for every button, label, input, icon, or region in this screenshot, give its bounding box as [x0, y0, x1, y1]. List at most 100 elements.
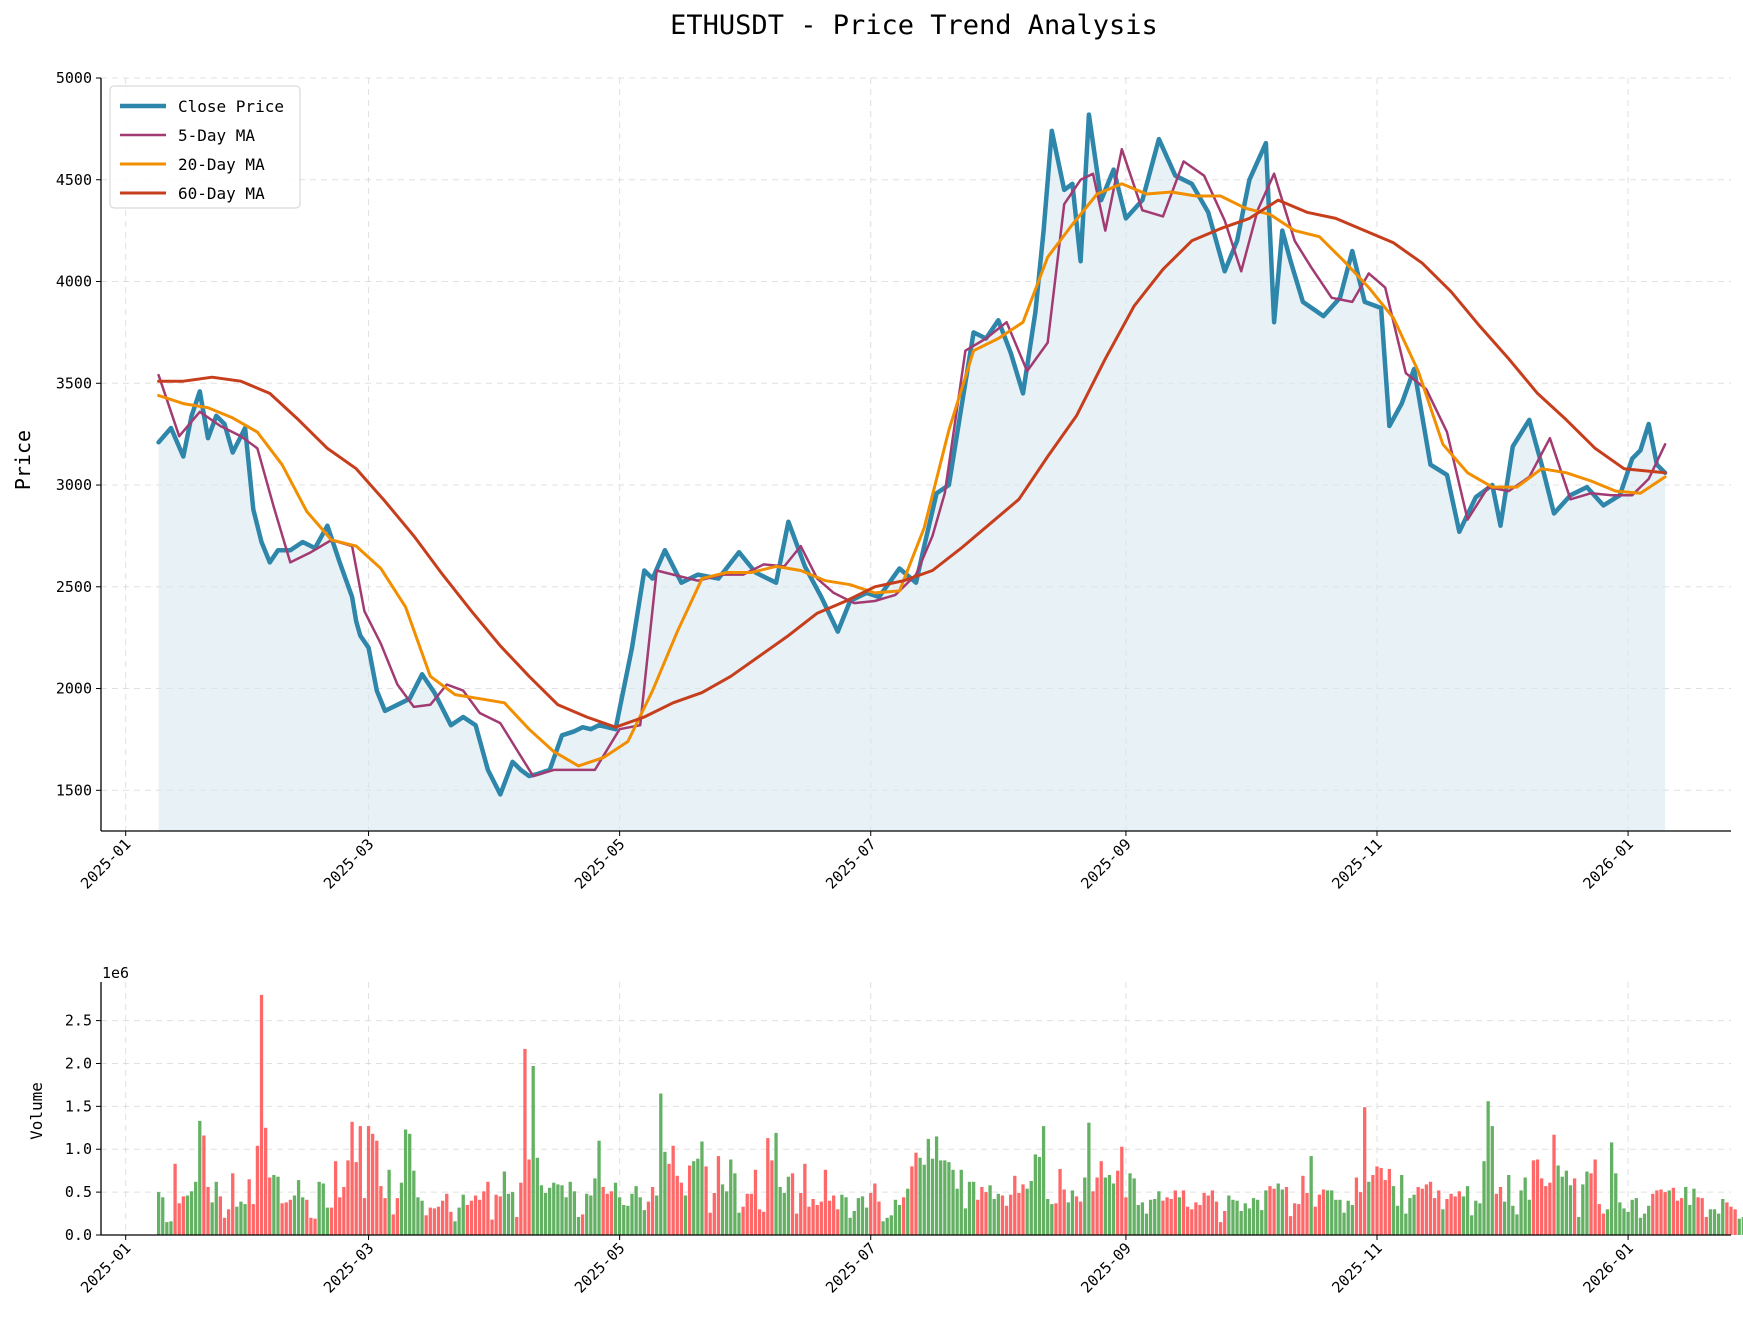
volume-bar: [449, 1211, 453, 1235]
volume-bar: [1601, 1213, 1606, 1235]
volume-bar: [428, 1207, 432, 1235]
volume-bar: [226, 1209, 231, 1235]
volume-bar: [1593, 1159, 1597, 1235]
volume-bar: [1478, 1203, 1482, 1235]
volume-bar: [387, 1169, 391, 1235]
volume-bar: [1103, 1177, 1107, 1235]
volume-x-tick-label: 2025-01: [77, 1239, 134, 1296]
volume-bar: [638, 1197, 642, 1235]
volume-bar: [1465, 1186, 1470, 1235]
volume-bar: [469, 1200, 474, 1235]
volume-bar: [757, 1209, 762, 1235]
price-x-tick-label: 2026-01: [1579, 835, 1636, 892]
volume-bar: [897, 1205, 902, 1235]
volume-y-axis-label: Volume: [27, 1082, 46, 1140]
volume-bar: [1000, 1195, 1005, 1235]
volume-bar: [1540, 1178, 1544, 1235]
volume-bar: [317, 1181, 321, 1235]
volume-bar: [1235, 1200, 1239, 1235]
volume-bar: [1288, 1216, 1293, 1235]
volume-bar: [1428, 1181, 1433, 1235]
volume-bar: [329, 1207, 334, 1235]
volume-bar: [371, 1133, 375, 1235]
volume-bar: [622, 1205, 626, 1235]
volume-bar: [1062, 1189, 1066, 1235]
volume-bar: [823, 1169, 828, 1235]
price-y-ticks: 1500 2000 2500 3000 3500 4000 4500 5000: [56, 69, 101, 799]
volume-bar: [848, 1217, 852, 1235]
volume-bar: [255, 1145, 260, 1235]
legend-label-60-day-ma: 60-Day MA: [178, 184, 265, 203]
volume-bar: [1605, 1209, 1610, 1235]
volume-bar: [593, 1178, 597, 1235]
volume-bar: [1684, 1187, 1688, 1235]
volume-bar: [856, 1198, 861, 1235]
volume-bar: [1577, 1217, 1581, 1235]
volume-bar: [280, 1203, 284, 1235]
volume-bar: [860, 1196, 865, 1235]
volume-bar: [198, 1120, 202, 1235]
volume-bar: [1453, 1196, 1457, 1235]
volume-y-tick-label: 1.0: [65, 1140, 92, 1158]
volume-bar: [1148, 1199, 1153, 1235]
volume-bar: [1334, 1199, 1338, 1235]
volume-bar: [766, 1138, 770, 1235]
volume-bar: [980, 1187, 984, 1235]
volume-y-tick-label: 1.5: [65, 1097, 92, 1115]
volume-bar: [1173, 1190, 1177, 1235]
volume-bar: [494, 1194, 498, 1235]
volume-bar: [1486, 1101, 1490, 1235]
volume-bar: [930, 1158, 935, 1235]
volume-bar: [1552, 1134, 1556, 1235]
volume-bar: [1243, 1203, 1247, 1235]
volume-bar: [1346, 1200, 1350, 1235]
volume-bar: [1132, 1178, 1136, 1235]
volume-bar: [1708, 1209, 1713, 1235]
price-y-tick-label: 4500: [56, 171, 92, 189]
volume-bar: [844, 1197, 848, 1235]
volume-bar: [1079, 1201, 1083, 1235]
volume-bar: [1099, 1161, 1103, 1235]
volume-bar: [1239, 1211, 1243, 1235]
volume-bar: [1009, 1194, 1013, 1235]
volume-bar: [181, 1196, 185, 1235]
volume-bar: [165, 1222, 169, 1235]
volume-bar: [436, 1206, 441, 1235]
volume-bar: [210, 1202, 214, 1235]
volume-bar: [605, 1193, 609, 1235]
volume-bar: [1218, 1222, 1223, 1235]
volume-bar: [1165, 1197, 1169, 1235]
volume-bar: [1050, 1204, 1054, 1235]
volume-bar: [564, 1197, 568, 1235]
volume-bar: [683, 1195, 688, 1235]
volume-bar: [774, 1132, 778, 1235]
price-x-tick-label: 2025-09: [1077, 835, 1134, 892]
volume-bar: [914, 1152, 918, 1235]
volume-y-tick-label: 0.5: [65, 1183, 92, 1201]
volume-bar: [243, 1204, 247, 1235]
volume-bar: [934, 1136, 939, 1235]
volume-bar: [1651, 1193, 1655, 1235]
volume-bar: [617, 1197, 622, 1235]
volume-bar: [453, 1221, 457, 1235]
volume-bar: [1498, 1187, 1503, 1235]
volume-bar: [1437, 1190, 1441, 1235]
volume-bar: [1247, 1208, 1252, 1235]
volume-bar: [967, 1181, 972, 1235]
volume-bar: [1280, 1189, 1284, 1235]
volume-bar: [251, 1204, 255, 1235]
volume-bar: [556, 1184, 560, 1235]
volume-bar: [1087, 1122, 1091, 1235]
volume-bar: [1671, 1187, 1676, 1235]
volume-bar: [1712, 1209, 1717, 1235]
volume-bar: [420, 1200, 424, 1235]
price-x-tick-label: 2025-05: [571, 835, 628, 892]
legend-box: [109, 85, 301, 209]
volume-bar: [943, 1160, 947, 1235]
volume-bar: [362, 1198, 367, 1235]
volume-bar: [762, 1211, 766, 1235]
volume-bar: [1420, 1188, 1424, 1235]
volume-bar: [354, 1162, 358, 1235]
volume-bar: [1264, 1190, 1268, 1235]
volume-bar: [1445, 1199, 1449, 1235]
